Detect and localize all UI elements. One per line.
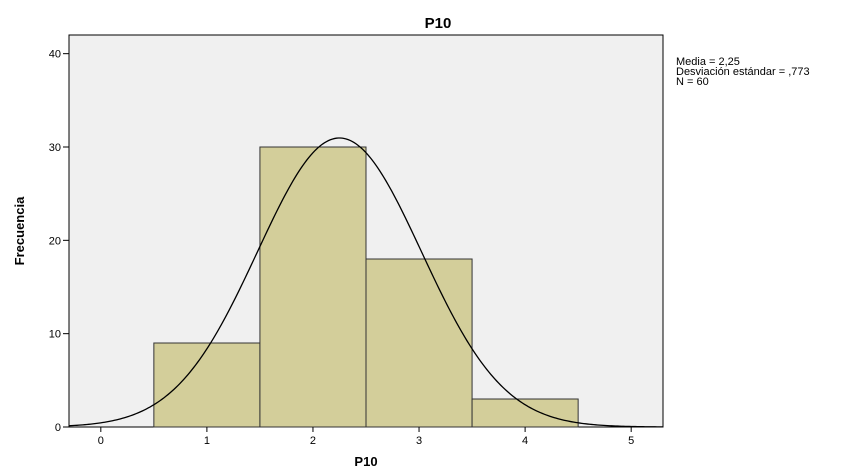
y-tick-label-40: 40 — [49, 49, 61, 61]
normal-curve — [68, 137, 664, 428]
x-tick-label-2: 2 — [310, 435, 316, 447]
y-axis-title: Frecuencia — [12, 196, 27, 265]
x-tick-label-4: 4 — [522, 435, 528, 447]
x-tick-label-3: 3 — [416, 435, 422, 447]
histogram-bar-2 — [259, 146, 367, 428]
x-axis: 0 1 2 3 4 5 — [98, 427, 634, 447]
stats-sd: Desviación estándar = ,773 — [676, 66, 810, 78]
y-tick-label-0: 0 — [55, 422, 61, 434]
y-tick-label-20: 20 — [49, 235, 61, 247]
stats-annotation: Media = 2,25 Desviación estándar = ,773 … — [676, 56, 810, 88]
histogram-bar-4 — [471, 398, 579, 428]
y-axis: 0 10 20 30 40 — [49, 49, 69, 434]
stats-n: N = 60 — [676, 76, 709, 88]
histogram-bar-3 — [365, 258, 473, 428]
x-tick-label-5: 5 — [628, 435, 634, 447]
chart-title: P10 — [425, 15, 452, 32]
x-tick-label-0: 0 — [98, 435, 104, 447]
histogram-bar-1 — [153, 342, 261, 428]
y-tick-label-30: 30 — [49, 142, 61, 154]
x-tick-label-1: 1 — [204, 435, 210, 447]
bars-group — [153, 146, 579, 428]
y-tick-label-10: 10 — [49, 329, 61, 341]
x-axis-title: P10 — [354, 454, 377, 469]
stats-mean: Media = 2,25 — [676, 56, 740, 68]
